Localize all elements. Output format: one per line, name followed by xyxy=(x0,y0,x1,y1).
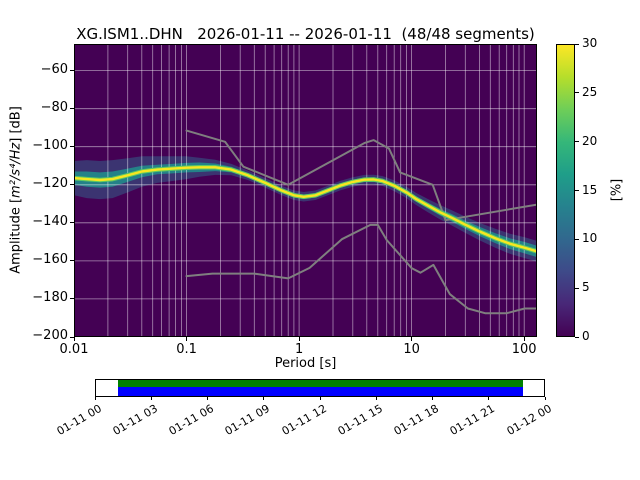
colorbar-tick-label: 25 xyxy=(582,84,598,99)
timeline-tick-mark xyxy=(488,397,490,400)
colorbar xyxy=(556,44,575,337)
y-tick-label: −120 xyxy=(32,175,68,191)
x-tick-label: 10 xyxy=(403,342,420,357)
timeline-tick-mark xyxy=(94,397,96,400)
y-tick-mark xyxy=(70,108,74,110)
y-tick-mark xyxy=(70,298,74,300)
timeline-tick-mark xyxy=(207,397,208,400)
axes-spine xyxy=(74,44,537,337)
colorbar-tick-mark xyxy=(575,336,579,338)
psd-mode-line xyxy=(74,166,537,253)
psd-density-outer-band xyxy=(74,156,537,262)
x-axis-label: Period [s] xyxy=(274,356,337,371)
x-tick-label: 0.1 xyxy=(176,342,197,357)
psd-density-inner-band xyxy=(74,162,537,258)
colorbar-tick-label: 15 xyxy=(582,182,598,197)
y-tick-label: −100 xyxy=(32,137,68,153)
timeline-tick-mark xyxy=(544,397,546,400)
y-tick-label: −140 xyxy=(32,213,68,229)
colorbar-tick-label: 10 xyxy=(582,231,598,246)
y-tick-label: −200 xyxy=(32,328,68,343)
histogram-background xyxy=(74,44,537,337)
timeline-tick-label: 01-11 00 xyxy=(54,402,104,438)
ppsd-plot-area xyxy=(74,44,537,337)
colorbar-tick-label: 20 xyxy=(582,133,598,148)
colorbar-tick-mark xyxy=(575,190,579,191)
x-tick-label: 100 xyxy=(511,342,537,357)
y-tick-mark xyxy=(70,70,74,72)
colorbar-label: [%] xyxy=(609,178,625,202)
colorbar-tick-label: 30 xyxy=(582,36,598,50)
noise-model-low-line xyxy=(185,223,537,315)
colorbar-tick-label: 5 xyxy=(582,280,590,295)
x-tick-mark xyxy=(411,337,413,341)
colorbar-tick-mark xyxy=(575,92,579,94)
timeline-tick-label: 01-11 09 xyxy=(222,402,273,438)
timeline-tick-label: 01-11 18 xyxy=(391,402,441,438)
colorbar-gradient xyxy=(557,45,574,336)
timeline-tick-label: 01-11 12 xyxy=(279,402,329,438)
y-tick-label: −80 xyxy=(40,99,68,115)
noise-model-high-line xyxy=(185,129,537,222)
timeline-coverage-blue xyxy=(117,387,523,396)
timeline-tick-label: 01-11 21 xyxy=(447,402,498,438)
plot-title: XG.ISM1..DHN 2026-01-11 -- 2026-01-11 (4… xyxy=(76,25,535,43)
timeline-tick-label: 01-12 00 xyxy=(504,402,554,438)
y-tick-label: −60 xyxy=(40,61,68,77)
x-tick-mark xyxy=(298,337,300,341)
colorbar-tick-mark xyxy=(575,287,579,289)
y-tick-label: −160 xyxy=(32,251,68,267)
timeline-tick-label: 01-11 15 xyxy=(335,402,385,438)
x-tick-mark xyxy=(73,337,75,341)
timeline-tick-mark xyxy=(375,397,377,400)
timeline-tick-label: 01-11 03 xyxy=(110,402,160,438)
timeline-tick-label: 01-11 06 xyxy=(166,402,216,438)
y-tick-mark xyxy=(70,336,74,338)
timeline-bar xyxy=(95,379,545,397)
colorbar-tick-mark xyxy=(575,238,579,240)
y-tick-mark xyxy=(70,222,74,224)
x-tick-mark xyxy=(523,337,525,341)
timeline-tick-mark xyxy=(319,397,321,400)
y-tick-mark xyxy=(70,184,74,186)
y-tick-mark xyxy=(70,146,74,148)
timeline-tick-mark xyxy=(263,397,265,400)
x-tick-mark xyxy=(186,337,188,341)
timeline-coverage-green xyxy=(117,380,523,387)
colorbar-tick-mark xyxy=(575,43,579,45)
timeline-tick-mark xyxy=(432,397,433,400)
x-tick-label: 1 xyxy=(294,342,304,357)
timeline-tick-mark xyxy=(150,397,152,400)
colorbar-tick-mark xyxy=(575,141,579,143)
x-tick-label: 0.01 xyxy=(59,342,89,357)
y-tick-mark xyxy=(70,260,74,262)
y-tick-label: −180 xyxy=(32,289,68,305)
colorbar-tick-label: 0 xyxy=(582,329,590,343)
